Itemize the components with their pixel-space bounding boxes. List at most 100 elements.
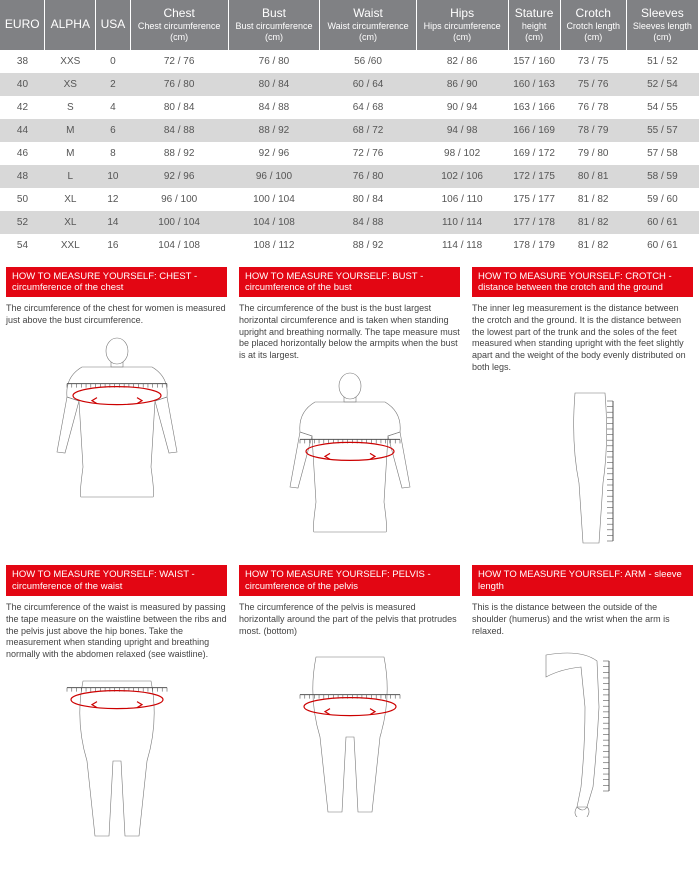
table-cell: 81 / 82 [560,188,626,211]
table-row: 40XS276 / 8080 / 8460 / 6486 / 90160 / 1… [0,73,699,96]
table-cell: 55 / 57 [626,119,698,142]
table-row: 48L1092 / 9696 / 10076 / 80102 / 106172 … [0,165,699,188]
table-cell: 106 / 110 [416,188,508,211]
table-cell: 12 [96,188,131,211]
table-cell: 60 / 61 [626,211,698,234]
table-cell: 44 [0,119,45,142]
table-cell: 104 / 108 [228,211,320,234]
table-cell: 172 / 175 [508,165,560,188]
table-row: 38XXS072 / 7676 / 8056 /6082 / 86157 / 1… [0,50,699,73]
table-cell: 81 / 82 [560,234,626,257]
table-cell: 169 / 172 [508,142,560,165]
table-row: 44M684 / 8888 / 9268 / 7294 / 98166 / 16… [0,119,699,142]
measure-card: HOW TO MEASURE YOURSELF: CHEST - circumf… [6,267,227,554]
col-sub: Bust circumference [232,21,317,32]
measure-card: HOW TO MEASURE YOURSELF: WAIST - circumf… [6,565,227,840]
table-cell: 16 [96,234,131,257]
col-unit: (cm) [564,32,623,43]
table-cell: 86 / 90 [416,73,508,96]
table-cell: 4 [96,96,131,119]
table-cell: 76 / 78 [560,96,626,119]
table-cell: 80 / 84 [320,188,416,211]
table-cell: 100 / 104 [228,188,320,211]
table-cell: 163 / 166 [508,96,560,119]
table-cell: 177 / 178 [508,211,560,234]
col-main: Waist [323,6,412,21]
table-cell: 160 / 163 [508,73,560,96]
table-cell: 54 [0,234,45,257]
col-unit: (cm) [134,32,225,43]
col-header: SleevesSleeves length(cm) [626,0,698,50]
chest-figure-icon [42,337,192,507]
col-sub: Crotch length [564,21,623,32]
measure-title: HOW TO MEASURE YOURSELF: BUST - circumfe… [239,267,460,298]
table-cell: 80 / 81 [560,165,626,188]
table-cell: M [45,142,96,165]
table-cell: 84 / 88 [320,211,416,234]
table-cell: 58 / 59 [626,165,698,188]
table-cell: 78 / 79 [560,119,626,142]
col-sub: Chest circumference [134,21,225,32]
table-cell: 54 / 55 [626,96,698,119]
table-row: 50XL1296 / 100100 / 10480 / 84106 / 1101… [0,188,699,211]
table-cell: 76 / 80 [320,165,416,188]
table-cell: 10 [96,165,131,188]
table-cell: 64 / 68 [320,96,416,119]
measure-title: HOW TO MEASURE YOURSELF: WAIST - circumf… [6,565,227,596]
col-sub: Hips circumference [420,21,505,32]
table-cell: 88 / 92 [228,119,320,142]
col-header: HipsHips circumference(cm) [416,0,508,50]
table-cell: 73 / 75 [560,50,626,73]
table-cell: 102 / 106 [416,165,508,188]
table-row: 42S480 / 8484 / 8864 / 6890 / 94163 / 16… [0,96,699,119]
table-cell: XL [45,188,96,211]
table-cell: 57 / 58 [626,142,698,165]
table-cell: 92 / 96 [228,142,320,165]
table-cell: 94 / 98 [416,119,508,142]
size-table: EUROALPHAUSAChestChest circumference(cm)… [0,0,699,257]
table-cell: 38 [0,50,45,73]
measure-figure [239,362,460,542]
table-cell: 76 / 80 [228,50,320,73]
measure-title: HOW TO MEASURE YOURSELF: CROTCH - distan… [472,267,693,298]
table-row: 54XXL16104 / 108108 / 11288 / 92114 / 11… [0,234,699,257]
table-cell: 51 / 52 [626,50,698,73]
table-cell: 104 / 108 [130,234,228,257]
table-cell: 8 [96,142,131,165]
table-cell: 100 / 104 [130,211,228,234]
table-cell: 6 [96,119,131,142]
col-main: Sleeves [630,6,695,21]
measurement-grid: HOW TO MEASURE YOURSELF: CHEST - circumf… [0,257,699,851]
waist-figure-icon [42,671,192,841]
table-cell: 52 [0,211,45,234]
measure-card: HOW TO MEASURE YOURSELF: CROTCH - distan… [472,267,693,554]
table-cell: 166 / 169 [508,119,560,142]
table-cell: 42 [0,96,45,119]
size-table-header-row: EUROALPHAUSAChestChest circumference(cm)… [0,0,699,50]
table-cell: 48 [0,165,45,188]
table-cell: XL [45,211,96,234]
col-header: Statureheight(cm) [508,0,560,50]
col-header: ChestChest circumference(cm) [130,0,228,50]
pelvis-figure-icon [275,647,425,817]
table-cell: 50 [0,188,45,211]
col-unit: (cm) [323,32,412,43]
table-cell: 80 / 84 [228,73,320,96]
table-cell: 75 / 76 [560,73,626,96]
table-cell: 56 /60 [320,50,416,73]
col-header: CrotchCrotch length(cm) [560,0,626,50]
table-cell: 82 / 86 [416,50,508,73]
measure-title: HOW TO MEASURE YOURSELF: ARM - sleeve le… [472,565,693,596]
table-cell: 175 / 177 [508,188,560,211]
table-cell: 2 [96,73,131,96]
col-sub: Waist circumference [323,21,412,32]
table-cell: 0 [96,50,131,73]
table-cell: 52 / 54 [626,73,698,96]
table-cell: XXS [45,50,96,73]
col-main: USA [99,17,127,32]
table-cell: 72 / 76 [320,142,416,165]
table-cell: 79 / 80 [560,142,626,165]
measure-body: The circumference of the chest for women… [6,297,227,326]
arm-figure-icon [508,647,658,817]
table-cell: 92 / 96 [130,165,228,188]
